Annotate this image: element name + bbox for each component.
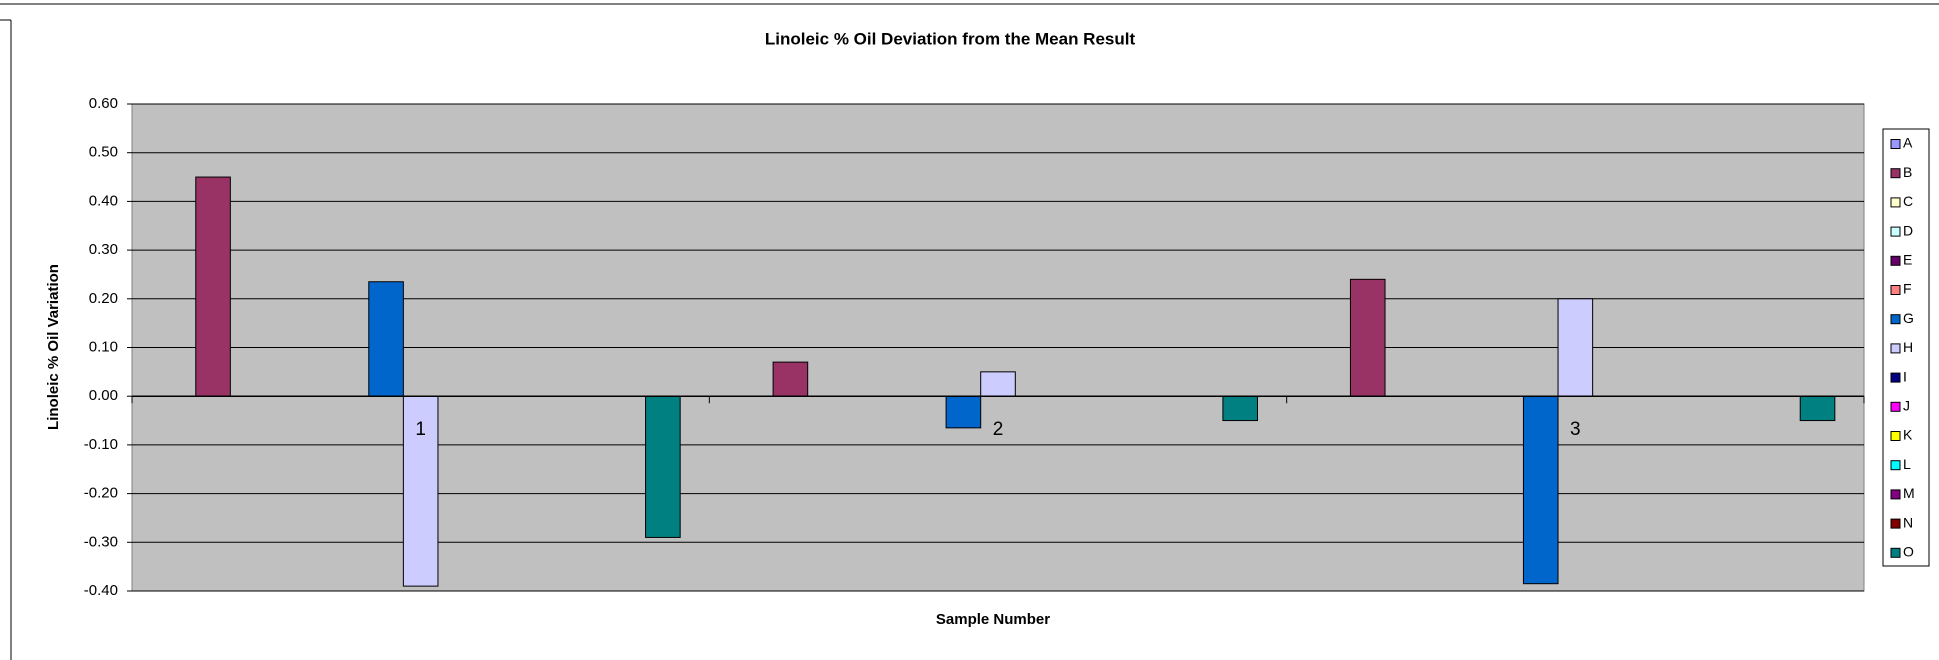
bar [195,176,231,397]
legend-label: F [1903,281,1912,297]
bar [945,395,982,429]
legend-label: N [1903,514,1913,530]
y-tick-label: 0.20 [89,290,118,307]
legend-label: B [1903,164,1912,180]
bar [402,395,439,587]
legend-label: J [1903,398,1910,414]
y-tick-label: -0.40 [84,582,118,599]
legend-label: A [1903,135,1913,151]
bar [980,371,1016,397]
x-axis-title: Sample Number [936,611,1050,628]
y-tick-label: 0.30 [89,241,118,258]
bar [1222,395,1259,422]
legend-swatch [1890,314,1901,325]
bar [368,281,404,397]
legend-label: L [1903,456,1911,472]
legend-label: K [1903,427,1913,443]
x-tick-label: 1 [415,419,426,440]
legend-label: C [1903,193,1913,209]
legend-swatch [1890,285,1901,295]
y-tick-label: -0.20 [84,485,118,502]
y-tick-label: 0.00 [89,387,118,404]
bar [1557,298,1594,397]
x-tick-label: 2 [993,419,1004,440]
bar [645,395,681,538]
legend-swatch [1890,431,1901,441]
bar [1799,395,1836,422]
legend-swatch [1890,401,1901,412]
y-axis-title: Linoleic % Oil Variation [45,264,62,430]
y-tick-label: -0.10 [84,436,118,453]
y-tick-label: 0.60 [89,95,118,112]
legend-swatch [1890,343,1901,354]
legend-swatch [1890,168,1901,179]
legend-swatch [1890,197,1901,208]
chart-title: Linoleic % Oil Deviation from the Mean R… [765,29,1136,48]
y-tick-label: -0.30 [84,533,118,550]
legend-swatch [1890,547,1901,558]
legend-label: M [1903,485,1915,501]
x-tick-label: 3 [1570,419,1581,440]
legend-swatch [1890,139,1901,149]
legend-swatch [1890,489,1901,500]
legend-swatch [1890,518,1901,529]
legend-swatch [1890,372,1901,383]
bar [1349,278,1386,397]
legend-label: O [1903,544,1914,560]
bar [772,361,809,397]
y-tick-label: 0.10 [89,338,118,355]
legend-label: G [1903,310,1914,326]
legend-swatch [1890,255,1901,266]
bar [1522,395,1559,585]
legend-label: E [1903,252,1912,268]
legend-label: H [1903,339,1913,355]
legend-label: D [1903,222,1913,238]
legend-label: I [1903,368,1907,384]
legend-swatch [1890,460,1901,471]
legend-swatch [1890,226,1901,237]
y-tick-label: 0.40 [89,192,118,209]
y-tick-label: 0.50 [89,144,118,161]
